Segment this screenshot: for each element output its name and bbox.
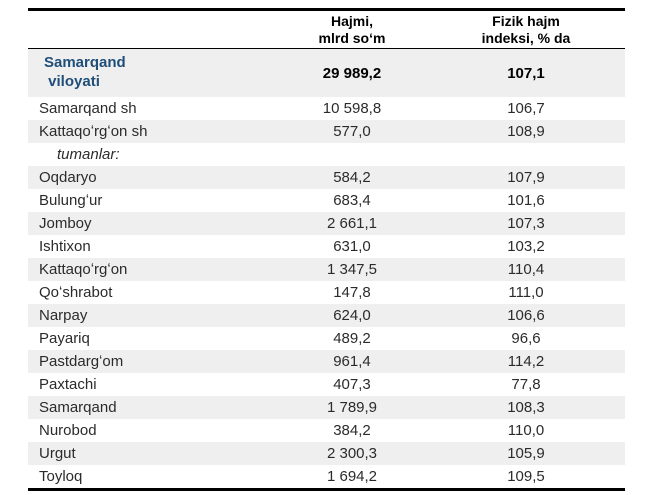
hajmi-value: 1 347,5 [326,261,378,278]
hajmi-value: 1 789,9 [326,399,378,416]
row-label: Toyloq [39,468,83,485]
hajmi-value: 147,8 [333,284,371,301]
row-label: Samarqand sh [39,100,137,117]
indeks-value: 106,6 [507,307,545,324]
header-indeks-column: Fizik hajm indeksi, % da [481,12,571,46]
hajmi-value: 29 989,2 [322,64,382,82]
row-label: Oqdaryo [39,169,97,186]
table-row: Pastdargʻom 961,4 114,2 [28,350,625,373]
table-row: Kattaqoʻrgʻon 1 347,5 110,4 [28,258,625,281]
hajmi-value: 2 661,1 [326,215,378,232]
hajmi-value: 584,2 [333,169,371,186]
indeks-value: 108,3 [507,399,545,416]
hajmi-value: 961,4 [333,353,371,370]
row-label: Kattaqoʻrgʻon [39,261,128,278]
hajmi-value: 631,0 [333,238,371,255]
header-hajmi-column: Hajmi, mlrd soʻm [318,12,386,46]
table-row: Kattaqoʻrgʻon sh 577,0 108,9 [28,120,625,143]
indeks-value: 114,2 [507,353,545,370]
table-row: Payariq 489,2 96,6 [28,327,625,350]
indeks-value: 107,1 [507,64,545,82]
indeks-value: 77,8 [511,376,541,393]
row-label: Jomboy [39,215,92,232]
hajmi-value: 10 598,8 [322,100,382,117]
indeks-value: 105,9 [507,445,545,462]
row-label: Qoʻshrabot [39,284,113,301]
row-label: Samarqand [39,399,117,416]
indeks-value: 103,2 [507,238,545,255]
indeks-value: 107,3 [507,215,545,232]
indeks-value: 109,5 [507,468,545,485]
row-label: Narpay [39,307,88,324]
indeks-value: 108,9 [507,123,545,140]
hajmi-value: 1 694,2 [326,468,378,485]
hajmi-value: 624,0 [333,307,371,324]
indeks-value: 110,0 [507,422,545,439]
hajmi-value: 489,2 [333,330,371,347]
row-label: Nurobod [39,422,97,439]
section-label: tumanlar: [57,146,120,163]
region-statistics-table: Hajmi, mlrd soʻm Fizik hajm indeksi, % d… [28,8,625,491]
table-row: Toyloq 1 694,2 109,5 [28,465,625,488]
table-row-section-label: tumanlar: [28,143,625,166]
hajmi-value: 384,2 [333,422,371,439]
hajmi-value: 407,3 [333,376,371,393]
table-header-row: Hajmi, mlrd soʻm Fizik hajm indeksi, % d… [28,11,625,49]
indeks-value: 107,9 [507,169,545,186]
row-label: Urgut [39,445,76,462]
hajmi-value: 683,4 [333,192,371,209]
table-row: Nurobod 384,2 110,0 [28,419,625,442]
row-label: Kattaqoʻrgʻon sh [39,123,148,140]
table-row: Ishtixon 631,0 103,2 [28,235,625,258]
indeks-value: 110,4 [507,261,545,278]
table-row: Narpay 624,0 106,6 [28,304,625,327]
indeks-value: 106,7 [507,100,545,117]
indeks-value: 96,6 [511,330,541,347]
table-row: Oqdaryo 584,2 107,9 [28,166,625,189]
table-row: Paxtachi 407,3 77,8 [28,373,625,396]
row-label: Bulungʻur [39,192,103,209]
row-label: Ishtixon [39,238,91,255]
table-row: Samarqand sh 10 598,8 106,7 [28,97,625,120]
row-label: Pastdargʻom [39,353,124,370]
row-label: Samarqand viloyati [44,54,126,90]
table-row: Qoʻshrabot 147,8 111,0 [28,281,625,304]
table-row: Samarqand 1 789,9 108,3 [28,396,625,419]
hajmi-value: 577,0 [333,123,371,140]
table-row: Urgut 2 300,3 105,9 [28,442,625,465]
indeks-value: 111,0 [508,284,544,301]
row-label: Paxtachi [39,376,97,393]
table-row: Jomboy 2 661,1 107,3 [28,212,625,235]
row-label: Payariq [39,330,90,347]
hajmi-value: 2 300,3 [326,445,378,462]
table-row-region-total: Samarqand viloyati 29 989,2 107,1 [28,49,625,97]
indeks-value: 101,6 [507,192,545,209]
table-row: Bulungʻur 683,4 101,6 [28,189,625,212]
